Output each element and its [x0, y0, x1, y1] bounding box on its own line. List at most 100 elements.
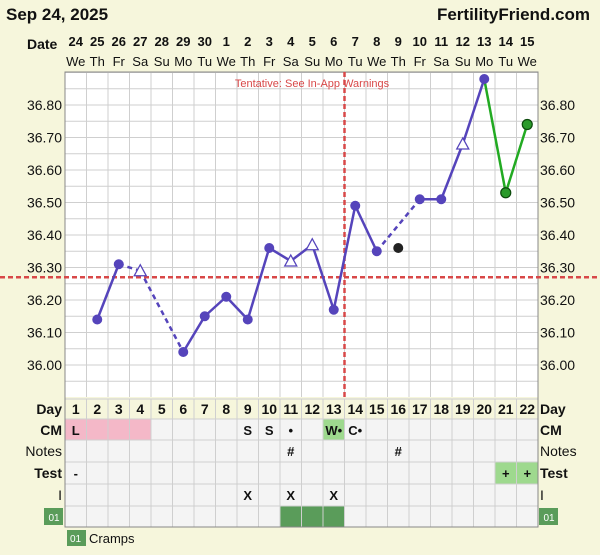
- cell-symptom_code: [258, 505, 281, 528]
- date-label: 8: [373, 34, 380, 49]
- temperature-points: [92, 74, 533, 357]
- date-row-label: Date: [27, 36, 58, 52]
- weekday-label: Th: [90, 54, 105, 69]
- cell-cm: [365, 418, 388, 441]
- cell-intercourse: [86, 483, 109, 507]
- cell-symptom_code: [215, 505, 238, 528]
- chart-grid: [64, 72, 539, 397]
- temp-point-late: [500, 187, 512, 199]
- cell-symptom_code: [172, 505, 195, 528]
- y-tick-right: 36.00: [540, 357, 575, 373]
- cell-notes: [301, 439, 324, 463]
- test-result: +: [502, 466, 510, 481]
- cell-intercourse: [150, 483, 173, 507]
- cycle-day-label: 5: [158, 401, 166, 417]
- cell-notes: [365, 439, 388, 463]
- cell-intercourse: [258, 483, 281, 507]
- temp-segment-dashed: [375, 198, 421, 253]
- cell-intercourse: [129, 483, 152, 507]
- temp-point-excluded: [393, 243, 404, 253]
- date-label: 5: [309, 34, 316, 49]
- cycle-day-label: 12: [304, 401, 320, 417]
- cell-symptom_code: [516, 505, 539, 528]
- date-label: 13: [477, 34, 491, 49]
- cell-notes: [516, 439, 539, 463]
- row-label-right: I: [540, 487, 544, 503]
- weekday-label: Th: [391, 54, 406, 69]
- row-label-left: Day: [36, 401, 62, 417]
- weekday-label: Fr: [263, 54, 276, 69]
- temp-point: [328, 304, 339, 315]
- weekday-label: Sa: [433, 54, 450, 69]
- legend-code: 01: [70, 534, 82, 545]
- weekday-label: Mo: [475, 54, 493, 69]
- cell-notes: [86, 439, 109, 463]
- cell-symptom_code: [279, 505, 302, 528]
- cell-test: [408, 461, 431, 485]
- cell-cm: [107, 418, 130, 441]
- note-marker: #: [287, 444, 295, 459]
- weekday-label: Sa: [283, 54, 300, 69]
- temp-segment-late: [504, 124, 529, 194]
- weekday-label: Fr: [113, 54, 126, 69]
- cell-symptom_code: [322, 505, 345, 528]
- cell-notes: [451, 439, 474, 463]
- cycle-day-label: 7: [201, 401, 209, 417]
- cell-cm: [172, 418, 195, 441]
- chart-date-title: Sep 24, 2025: [6, 5, 108, 24]
- date-label: 4: [287, 34, 295, 49]
- y-tick-right: 36.60: [540, 162, 575, 178]
- intercourse-mark: X: [243, 488, 252, 503]
- date-label: 10: [413, 34, 427, 49]
- weekday-label: Fr: [414, 54, 427, 69]
- y-tick-left: 36.10: [27, 325, 62, 341]
- cycle-day-label: 11: [283, 401, 298, 417]
- cell-test: [301, 461, 324, 485]
- date-label: 6: [330, 34, 337, 49]
- temp-segment: [440, 143, 464, 200]
- cycle-day-label: 13: [326, 401, 342, 417]
- cell-symptom_code: [236, 505, 259, 528]
- intercourse-mark: X: [329, 488, 338, 503]
- row-label-left: Notes: [25, 443, 62, 459]
- day-table: 1 2 3 4 5 6 7 8 9 10 11 12 13 14 15 16 17 18 19 20 21 22L S S • W…: [64, 71, 539, 528]
- temp-point-open: [283, 253, 298, 267]
- temperature-series: [0, 72, 600, 397]
- cell-intercourse: [193, 483, 216, 507]
- cycle-day-label: 8: [222, 401, 230, 417]
- date-label: 14: [499, 34, 514, 49]
- temp-point: [242, 314, 253, 325]
- cell-test: [107, 461, 130, 485]
- weekday-label: Tu: [197, 54, 212, 69]
- axis-labels: 24We25Th26Fr27Sa28Su29Mo30Tu1We2Th3Fr4Sa…: [25, 34, 577, 525]
- cell-test: [258, 461, 281, 485]
- brand-logo[interactable]: FertilityFriend.com: [437, 5, 590, 24]
- cell-cm: [430, 418, 453, 441]
- cm-value: S: [265, 423, 274, 438]
- intercourse-mark: X: [286, 488, 295, 503]
- y-tick-left: 36.70: [27, 130, 62, 146]
- tentative-warning[interactable]: Tentative: See In-App Warnings: [235, 78, 390, 90]
- cell-notes: [430, 439, 453, 463]
- cell-test: [344, 461, 367, 485]
- date-label: 12: [456, 34, 470, 49]
- cell-notes: [236, 439, 259, 463]
- cell-notes: [107, 439, 130, 463]
- cell-intercourse: [172, 483, 195, 507]
- cell-intercourse: [107, 483, 130, 507]
- cell-test: [430, 461, 453, 485]
- weekday-label: Sa: [132, 54, 149, 69]
- cell-intercourse: [516, 483, 539, 507]
- date-label: 7: [352, 34, 359, 49]
- y-tick-right: 36.30: [540, 260, 575, 276]
- temp-point: [113, 259, 124, 270]
- weekday-label: We: [367, 54, 386, 69]
- y-tick-right: 36.80: [540, 97, 575, 113]
- row-label-left: I: [58, 487, 62, 503]
- cell-symptom_code: [86, 505, 109, 528]
- cell-test: [322, 461, 345, 485]
- temp-segment: [311, 244, 335, 311]
- temp-segment: [246, 247, 271, 320]
- temp-point: [371, 246, 382, 257]
